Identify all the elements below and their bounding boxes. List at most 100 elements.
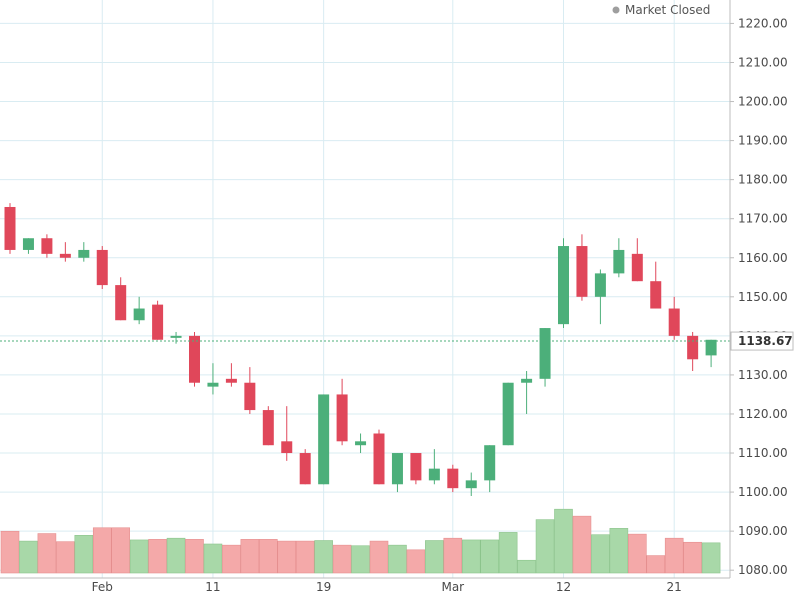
volume-bar xyxy=(166,537,186,574)
grid-layer xyxy=(0,0,730,578)
volume-bar xyxy=(37,533,57,574)
candle-body xyxy=(336,394,348,442)
volume-bar xyxy=(295,540,315,574)
x-tick-label: 21 xyxy=(667,580,682,594)
candle-body xyxy=(189,335,200,383)
volume-bar xyxy=(461,539,481,574)
volume-bar xyxy=(664,537,684,574)
volume-bar xyxy=(56,541,75,574)
volume-bar xyxy=(406,549,426,574)
candle-body xyxy=(133,308,145,321)
volume-bar xyxy=(646,555,666,574)
candle-body xyxy=(262,410,274,446)
candle-body xyxy=(373,433,385,485)
volume-bar xyxy=(240,539,260,574)
volume-bar xyxy=(701,542,721,574)
volume-bar xyxy=(0,530,20,574)
candle-body xyxy=(613,249,625,274)
candle-body xyxy=(650,281,662,309)
candle-body xyxy=(41,238,53,254)
candle-body xyxy=(502,382,514,446)
candle-body xyxy=(78,249,90,258)
volume-bar xyxy=(148,539,167,574)
y-tick-label: 1160.00 xyxy=(738,251,788,265)
candle-body xyxy=(484,445,496,481)
axis-layer xyxy=(0,0,731,579)
candle-body xyxy=(244,382,256,411)
candle-layer xyxy=(4,203,717,496)
y-tick-label: 1110.00 xyxy=(738,446,788,460)
candle-body xyxy=(318,394,330,485)
candle-body xyxy=(410,453,422,481)
candle-body xyxy=(281,441,293,454)
x-tick-label: 11 xyxy=(205,580,220,594)
volume-bar xyxy=(498,532,518,574)
volume-bar xyxy=(74,534,94,574)
y-tick-label: 1220.00 xyxy=(738,16,788,30)
last-price-tag: 1138.67 xyxy=(730,331,794,351)
y-tick-label: 1120.00 xyxy=(738,407,788,421)
volume-bar xyxy=(388,544,407,574)
y-tick-label: 1180.00 xyxy=(738,173,788,187)
candle-body xyxy=(355,441,367,446)
x-tick-layer: Feb 11 19 Mar 12 21 xyxy=(92,580,682,594)
volume-bar xyxy=(443,537,463,574)
volume-bar xyxy=(258,539,278,574)
candle-body xyxy=(631,253,643,282)
volume-bar xyxy=(92,527,112,574)
volume-bar xyxy=(609,528,629,574)
candle-body xyxy=(115,285,127,321)
volume-bar xyxy=(19,540,38,574)
x-tick-label: Feb xyxy=(92,580,113,594)
volume-bar xyxy=(369,540,389,574)
candle-body xyxy=(668,308,680,336)
y-tick-label: 1130.00 xyxy=(738,368,788,382)
candle-body xyxy=(59,253,71,258)
candle-body xyxy=(594,273,606,297)
x-tick-label: Mar xyxy=(441,580,464,594)
volume-bar xyxy=(277,540,297,574)
volume-bar xyxy=(111,527,130,574)
candle-body xyxy=(207,382,219,387)
candle-body xyxy=(391,453,403,485)
candle-body xyxy=(225,378,237,383)
market-status: Market Closed xyxy=(612,3,710,17)
volume-bar xyxy=(572,515,592,574)
volume-bar xyxy=(222,544,241,574)
volume-layer xyxy=(0,508,721,574)
candle-body xyxy=(22,238,34,250)
candle-body xyxy=(465,480,477,489)
y-tick-label: 1090.00 xyxy=(738,524,788,538)
y-tick-label: 1200.00 xyxy=(738,95,788,109)
volume-bar xyxy=(627,533,647,574)
volume-bar xyxy=(683,541,702,574)
candle-body xyxy=(558,246,569,325)
volume-bar xyxy=(203,543,223,574)
candle-body xyxy=(705,339,717,356)
candle-body xyxy=(447,468,459,489)
volume-bar xyxy=(314,540,333,574)
volume-bar xyxy=(591,534,610,574)
candle-body xyxy=(428,468,440,481)
candle-body xyxy=(96,249,108,286)
status-dot-icon xyxy=(612,6,620,14)
volume-bar xyxy=(535,519,555,574)
volume-bar xyxy=(185,539,204,574)
volume-bar xyxy=(129,539,149,574)
volume-bar xyxy=(554,508,573,574)
volume-bar xyxy=(332,544,352,574)
candle-body xyxy=(576,246,588,297)
x-tick-label: 19 xyxy=(316,580,331,594)
y-tick-label: 1170.00 xyxy=(738,212,788,226)
candle-body xyxy=(521,378,533,383)
y-tick-label: 1210.00 xyxy=(738,55,788,69)
volume-bar xyxy=(351,545,370,574)
y-tick-label: 1080.00 xyxy=(738,563,788,577)
candle-body xyxy=(687,335,699,360)
y-tick-label: 1150.00 xyxy=(738,290,788,304)
last-price-label: 1138.67 xyxy=(738,334,793,348)
candle-body xyxy=(170,335,182,338)
last-price-tag-bg xyxy=(730,331,794,351)
candle-body xyxy=(539,328,551,379)
